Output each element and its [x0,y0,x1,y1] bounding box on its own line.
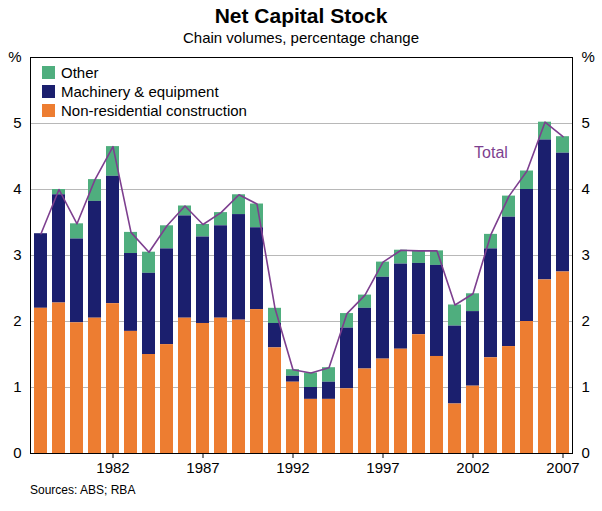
svg-text:5: 5 [13,114,21,131]
html-text:Sources: ABS; RBA: Sources: ABS; RBA [30,483,136,497]
svg-text:Total: Total [474,144,508,161]
svg-text:2: 2 [13,312,21,329]
svg-text:1982: 1982 [96,459,129,476]
svg-text:4: 4 [13,180,21,197]
svg-text:1: 1 [582,378,590,395]
svg-text:0: 0 [582,444,590,461]
svg-text:3: 3 [582,246,590,263]
svg-text:1997: 1997 [366,459,399,476]
svg-text:0: 0 [13,444,21,461]
svg-text:%: % [582,48,595,65]
svg-text:1987: 1987 [186,459,219,476]
svg-text:2007: 2007 [546,459,579,476]
svg-text:4: 4 [582,180,590,197]
svg-text:1992: 1992 [276,459,309,476]
html-text:Other: Other [61,64,99,81]
svg-text:2: 2 [582,312,590,329]
html-text:Net Capital Stock: Net Capital Stock [214,4,388,27]
html-text:Chain volumes, percentage chan: Chain volumes, percentage change [183,29,419,46]
svg-text:3: 3 [13,246,21,263]
svg-text:2002: 2002 [456,459,489,476]
html-text:Non-residential construction: Non-residential construction [61,102,247,119]
svg-text:5: 5 [582,114,590,131]
html-text:Machinery & equipment: Machinery & equipment [61,83,219,100]
svg-text:1: 1 [13,378,21,395]
svg-text:%: % [8,48,21,65]
